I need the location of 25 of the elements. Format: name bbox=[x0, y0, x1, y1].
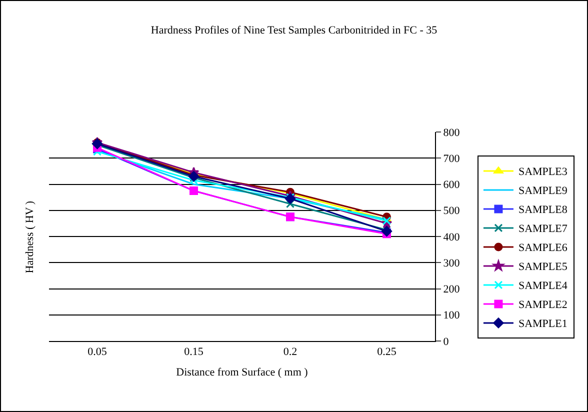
x-axis-title: Distance from Surface ( mm ) bbox=[176, 366, 308, 378]
legend-label: SAMPLE9 bbox=[518, 185, 568, 198]
y-tick-label: 0 bbox=[443, 336, 450, 348]
legend-label: SAMPLE2 bbox=[518, 299, 568, 312]
legend-label: SAMPLE8 bbox=[518, 204, 568, 216]
x-tick-label: 0.05 bbox=[88, 346, 108, 358]
legend-label: SAMPLE4 bbox=[518, 280, 568, 292]
y-tick-label: 100 bbox=[443, 310, 460, 322]
legend-label: SAMPLE3 bbox=[518, 166, 568, 178]
x-tick-label: 0.25 bbox=[377, 346, 397, 358]
x-tick-label: 0.2 bbox=[283, 346, 298, 358]
legend-label: SAMPLE7 bbox=[518, 223, 568, 236]
legend-label: SAMPLE6 bbox=[518, 242, 568, 254]
y-tick-label: 700 bbox=[443, 152, 460, 165]
y-tick-label: 400 bbox=[443, 231, 460, 244]
chart-title: Hardness Profiles of Nine Test Samples Carbonitrided in FC - 35 bbox=[150, 24, 438, 36]
y-tick-label: 300 bbox=[443, 257, 460, 270]
y-axis-title: Hardness ( HV ) bbox=[24, 200, 36, 274]
legend-label: SAMPLE1 bbox=[518, 318, 568, 330]
y-tick-label: 800 bbox=[443, 126, 460, 139]
y-tick-label: 600 bbox=[443, 179, 460, 192]
legend-label: SAMPLE5 bbox=[518, 261, 568, 274]
y-tick-label: 200 bbox=[443, 284, 460, 296]
x-tick-label: 0.15 bbox=[184, 346, 204, 358]
y-tick-label: 500 bbox=[443, 205, 460, 218]
